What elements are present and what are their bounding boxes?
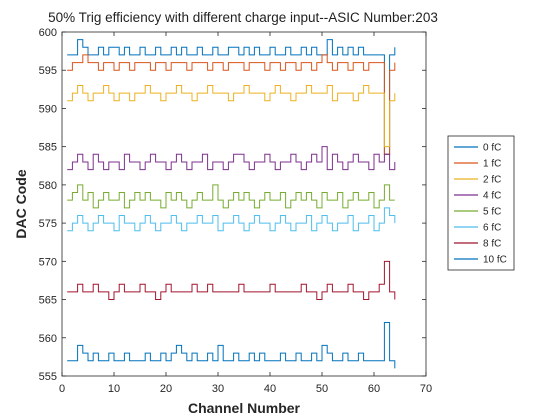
x-tick-label-40: 40 (264, 383, 276, 395)
legend-label-0-fc: 0 fC (483, 143, 501, 154)
x-tick-label-0: 0 (59, 383, 65, 395)
x-tick-label-20: 20 (160, 383, 172, 395)
y-tick-label-600: 600 (39, 27, 57, 39)
x-tick-label-10: 10 (108, 383, 120, 395)
y-tick-label-560: 560 (39, 333, 57, 345)
series-line-1-fc (67, 54, 396, 155)
plot-background (62, 32, 426, 376)
chart-title: 50% Trig efficiency with different charg… (48, 10, 438, 25)
x-tick-label-60: 60 (368, 383, 380, 395)
legend-label-8-fc: 8 fC (483, 239, 501, 250)
legend-label-10-fc: 10 fC (483, 255, 507, 266)
legend-label-1-fc: 1 fC (483, 159, 501, 170)
x-tick-label-30: 30 (212, 383, 224, 395)
legend-label-2-fc: 2 fC (483, 175, 501, 186)
y-tick-label-580: 580 (39, 180, 57, 192)
x-axis-label: Channel Number (188, 400, 301, 416)
legend-label-6-fc: 6 fC (483, 223, 501, 234)
legend-box (447, 135, 515, 271)
legend-items: 0 fC 1 fC 2 fC 4 fC 5 fC 6 fC 8 fC 10 fC (454, 143, 507, 266)
legend: 0 fC 1 fC 2 fC 4 fC 5 fC 6 fC 8 fC 10 fC (447, 135, 515, 271)
y-tick-label-585: 585 (39, 142, 57, 154)
series-layer (67, 39, 396, 369)
x-tick-label-50: 50 (316, 383, 328, 395)
legend-label-4-fc: 4 fC (483, 191, 501, 202)
x-axis-ticks: 0 10 20 30 40 50 60 70 (59, 32, 432, 395)
series-line-8-fc (67, 260, 396, 301)
y-tick-label-595: 595 (39, 65, 57, 77)
series-line-6-fc (67, 207, 396, 232)
y-axis-ticks: 555 560 565 570 575 580 585 590 595 600 (39, 27, 426, 383)
series-line-2-fc (67, 85, 396, 148)
plot-border (61, 31, 427, 377)
legend-label-5-fc: 5 fC (483, 207, 501, 218)
series-line-0-fc (67, 39, 396, 155)
x-tick-label-70: 70 (420, 383, 432, 395)
y-tick-label-570: 570 (39, 256, 57, 268)
series-line-4-fc (67, 146, 396, 171)
y-tick-label-555: 555 (39, 371, 57, 383)
y-tick-label-565: 565 (39, 295, 57, 307)
y-tick-label-590: 590 (39, 103, 57, 115)
y-tick-label-575: 575 (39, 218, 57, 230)
y-axis-label: DAC Code (13, 169, 29, 238)
plot-area: 0 10 20 30 40 50 60 70 555 560 565 570 575 580 585 590… (39, 27, 432, 395)
series-line-10-fc (67, 321, 396, 369)
series-line-5-fc (67, 184, 395, 209)
